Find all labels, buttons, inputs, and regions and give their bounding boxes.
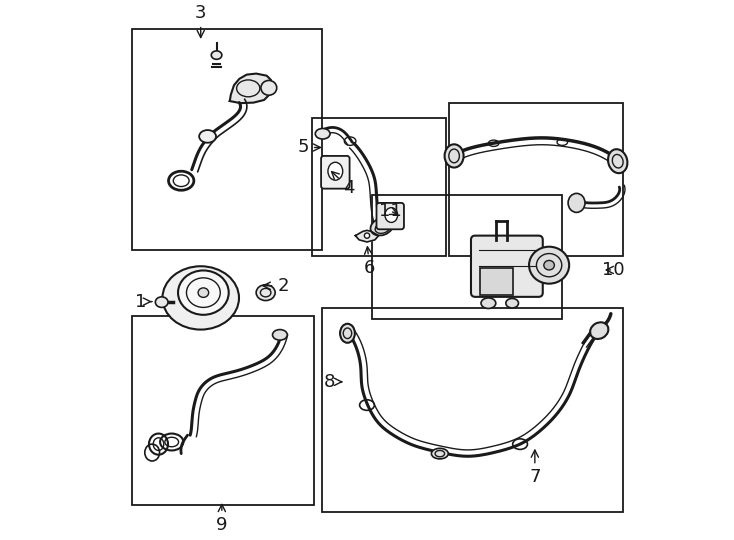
- Polygon shape: [355, 231, 379, 242]
- Bar: [132, 316, 314, 505]
- Ellipse shape: [506, 299, 518, 308]
- Text: 6: 6: [364, 247, 375, 278]
- Ellipse shape: [261, 80, 277, 95]
- Ellipse shape: [364, 233, 370, 238]
- FancyBboxPatch shape: [471, 235, 542, 297]
- Bar: [311, 118, 446, 255]
- Ellipse shape: [340, 324, 355, 343]
- Ellipse shape: [544, 260, 554, 270]
- Text: 5: 5: [297, 138, 321, 157]
- Ellipse shape: [432, 448, 448, 459]
- Ellipse shape: [328, 162, 343, 180]
- Ellipse shape: [529, 247, 569, 284]
- FancyBboxPatch shape: [377, 203, 404, 230]
- Text: 4: 4: [332, 172, 355, 197]
- Ellipse shape: [211, 51, 222, 59]
- Text: 1: 1: [135, 293, 152, 310]
- Ellipse shape: [178, 271, 229, 315]
- Bar: [372, 195, 562, 319]
- Ellipse shape: [371, 218, 393, 235]
- Text: 8: 8: [324, 373, 341, 391]
- Ellipse shape: [568, 193, 585, 212]
- Ellipse shape: [481, 298, 495, 308]
- Text: 2: 2: [263, 277, 288, 295]
- Ellipse shape: [608, 149, 628, 173]
- Ellipse shape: [198, 288, 208, 298]
- Ellipse shape: [156, 297, 168, 307]
- Polygon shape: [230, 73, 272, 103]
- FancyBboxPatch shape: [321, 156, 349, 188]
- Ellipse shape: [272, 329, 287, 340]
- Bar: [132, 29, 322, 251]
- Text: 9: 9: [216, 504, 228, 534]
- Text: 10: 10: [602, 261, 625, 279]
- Ellipse shape: [162, 266, 239, 329]
- Ellipse shape: [445, 144, 464, 167]
- Bar: [448, 103, 623, 255]
- Ellipse shape: [256, 285, 275, 301]
- Ellipse shape: [199, 130, 216, 143]
- Ellipse shape: [385, 208, 398, 222]
- Bar: [322, 308, 623, 512]
- Text: 11: 11: [379, 202, 401, 220]
- Text: 3: 3: [195, 4, 206, 38]
- Text: 7: 7: [529, 450, 541, 487]
- Ellipse shape: [590, 322, 608, 339]
- FancyBboxPatch shape: [481, 268, 512, 295]
- Ellipse shape: [316, 129, 330, 139]
